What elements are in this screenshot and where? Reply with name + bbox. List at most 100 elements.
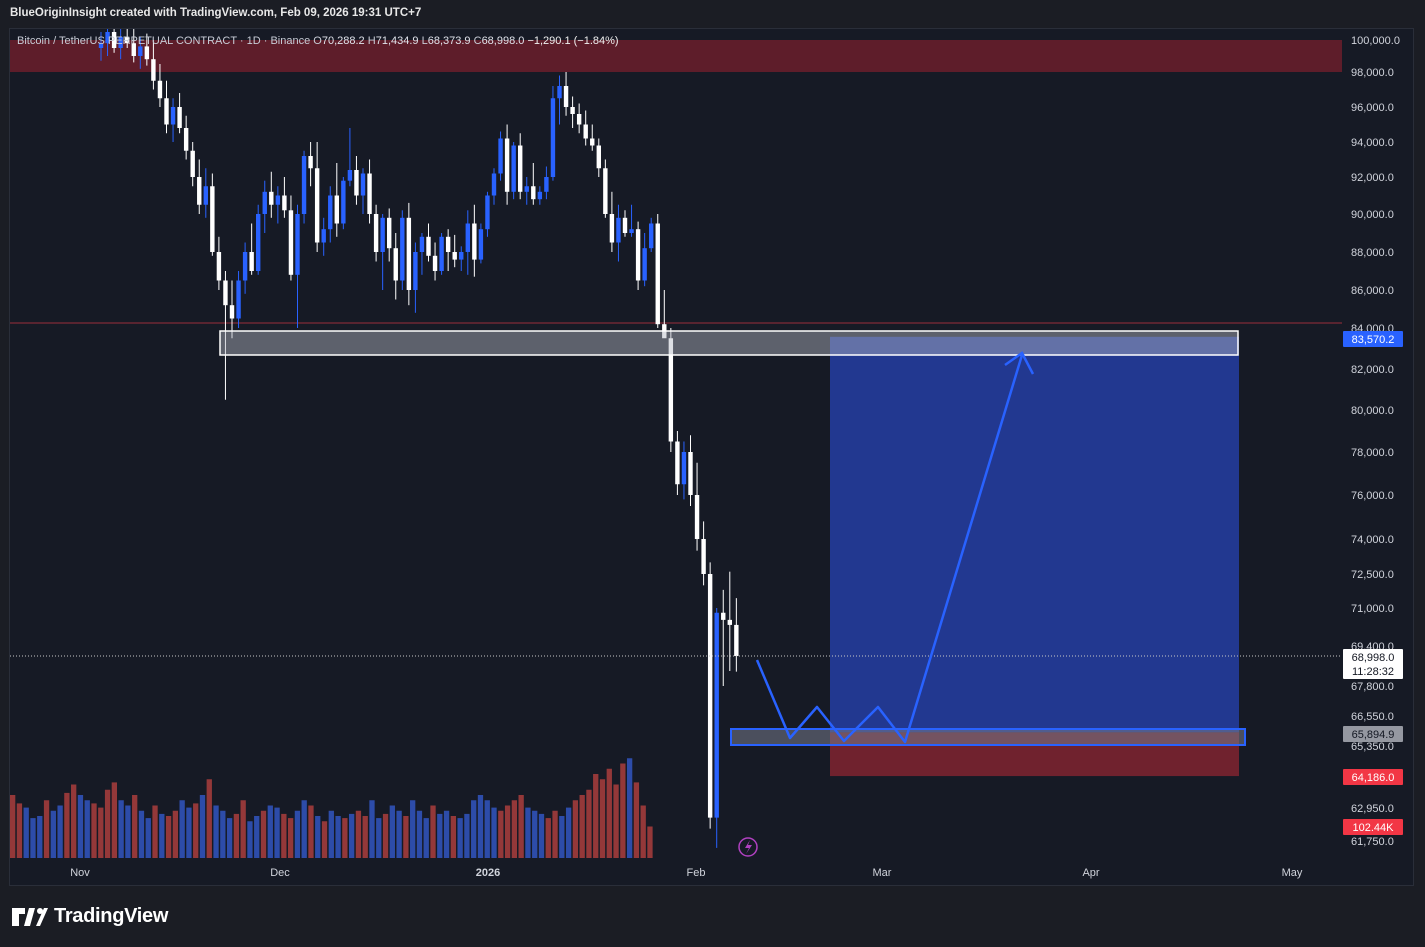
volume-bar: [220, 810, 226, 858]
volume-bar: [98, 807, 104, 858]
volume-bar: [545, 818, 551, 858]
candle-body: [583, 124, 588, 139]
candle-body: [282, 195, 287, 211]
candle-body: [301, 156, 307, 214]
candle-body: [727, 619, 732, 625]
price-tick-label: 98,000.0: [1351, 67, 1394, 79]
candle-body: [151, 59, 156, 81]
candle-body: [334, 195, 339, 224]
candle-body: [537, 191, 543, 200]
volume-bar: [104, 789, 111, 858]
candle-body: [649, 223, 654, 249]
candle-body: [570, 107, 575, 114]
candle-body: [138, 46, 143, 56]
volume-bar: [233, 813, 240, 858]
volume-bar: [37, 816, 43, 858]
candle-body: [616, 217, 621, 243]
volume-bar: [43, 800, 50, 858]
candle-body: [144, 46, 150, 60]
price-tick-label: 88,000.0: [1351, 247, 1394, 259]
candle-body: [242, 252, 248, 281]
volume-bar: [172, 810, 179, 858]
price-tick-label: 94,000.0: [1351, 137, 1394, 149]
volume-bar: [565, 807, 572, 858]
candle-body: [210, 186, 215, 252]
symbol-legend: Bitcoin / TetherUS PERPETUAL CONTRACT · …: [17, 35, 619, 47]
candle-body: [170, 107, 176, 125]
volume-bar: [287, 818, 294, 858]
volume-bar: [50, 810, 56, 858]
candle-body: [622, 217, 628, 233]
candle-body: [452, 252, 457, 260]
candle-body: [688, 452, 693, 495]
candle-body: [190, 150, 195, 177]
time-tick-label: May: [1282, 867, 1303, 879]
lightning-icon: [738, 837, 758, 857]
volume-bar: [328, 810, 334, 858]
last-price-tag: [1343, 649, 1403, 679]
candle-body: [707, 574, 713, 818]
position-target-area: [830, 336, 1239, 733]
candle-body: [341, 180, 346, 224]
tradingview-logo[interactable]: TradingView: [12, 905, 168, 928]
brand-name: TradingView: [54, 905, 169, 927]
candle-body: [269, 191, 274, 205]
candle-body: [642, 248, 647, 281]
candle-body: [465, 223, 470, 252]
volume-bar: [552, 810, 558, 858]
price-tick-label: 100,000.0: [1351, 35, 1400, 47]
candle-body: [321, 229, 326, 243]
candle-body: [635, 229, 641, 281]
volume-bar: [213, 805, 219, 858]
candle-body: [118, 36, 123, 48]
volume-bar: [525, 807, 531, 858]
volume-bar: [484, 800, 490, 858]
volume-bar: [606, 768, 612, 858]
volume-bar: [471, 800, 477, 858]
candle-body: [459, 252, 464, 260]
target-price-label: 83,570.2: [1352, 334, 1395, 346]
volume-bar: [376, 818, 382, 858]
volume-bar: [274, 807, 280, 858]
price-tick-label: 90,000.0: [1351, 209, 1394, 221]
candle-body: [275, 195, 281, 205]
candle-body: [524, 186, 529, 192]
volume-bar: [165, 816, 172, 858]
close-value: 68,998.0: [481, 35, 525, 47]
volume-bar: [294, 810, 301, 858]
volume-bar: [281, 813, 287, 858]
candle-body: [183, 128, 189, 151]
projection-arrowhead: [1004, 351, 1035, 375]
target-price-tag: [1343, 331, 1403, 347]
candle-body: [387, 217, 392, 249]
candle-body: [472, 223, 477, 260]
candle-body: [557, 86, 562, 99]
volume-bar: [206, 779, 212, 858]
volume-bar: [464, 813, 470, 858]
change-value: −1,290.1 (−1.84%): [527, 35, 619, 47]
volume-bar: [559, 816, 565, 858]
volume-bar: [247, 821, 253, 858]
low-label: L: [421, 35, 428, 47]
candle-body: [518, 145, 523, 192]
candle-body: [373, 214, 379, 252]
candle-body: [714, 612, 719, 818]
volume-bar: [71, 784, 77, 858]
volume-bar: [349, 813, 355, 858]
candle-body: [504, 138, 510, 192]
volume-bar: [77, 795, 84, 858]
volume-bar: [193, 803, 199, 858]
volume-bar: [369, 800, 375, 858]
candle-body: [288, 210, 294, 275]
volume-bar: [111, 782, 117, 858]
price-tick-label: 76,000.0: [1351, 490, 1394, 502]
candle-body: [125, 36, 130, 44]
candle-body: [629, 229, 634, 233]
demand-zone: [730, 728, 1246, 746]
candle-body: [295, 214, 300, 275]
candle-body: [701, 539, 706, 574]
candle-body: [229, 305, 235, 319]
stop-price-label: 64,186.0: [1352, 772, 1395, 784]
volume-bar: [613, 784, 619, 858]
